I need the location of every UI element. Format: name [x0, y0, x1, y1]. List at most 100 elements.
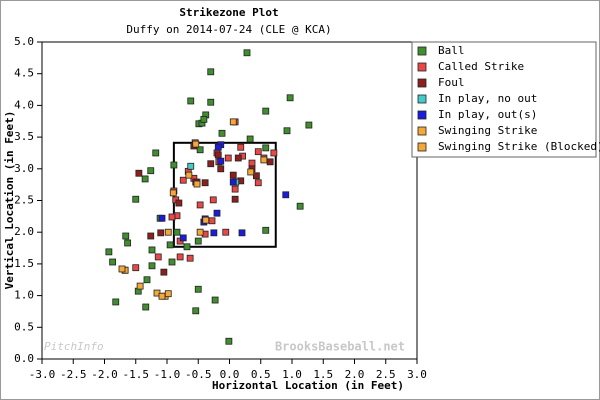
pitch-marker [266, 158, 274, 166]
y-tick-label: 2.5 [14, 194, 34, 207]
x-tick-label: -0.5 [185, 368, 212, 381]
x-tick-label: 2.5 [376, 368, 396, 381]
pitch-marker [179, 234, 187, 242]
legend-marker [417, 78, 427, 88]
pitch-marker [214, 143, 222, 151]
pitch-marker [179, 176, 187, 184]
pitch-marker [154, 253, 162, 261]
pitch-marker [237, 143, 245, 151]
y-tick-label: 0.5 [14, 320, 34, 333]
pitch-marker [168, 213, 176, 221]
pitch-marker [229, 171, 237, 179]
x-axis-label: Horizontal Location (in Feet) [212, 379, 404, 392]
pitch-marker [157, 229, 165, 237]
pitch-marker [225, 337, 233, 345]
pitch-marker [211, 296, 219, 304]
x-tick-label: 3.0 [407, 368, 427, 381]
pitch-marker [122, 232, 130, 240]
pitch-marker [170, 161, 178, 169]
pitch-marker [234, 154, 242, 162]
pitch-marker [173, 228, 181, 236]
legend-marker [417, 110, 427, 120]
legend-label: Swinging Strike [438, 124, 537, 137]
y-tick-label: 4.0 [14, 98, 34, 111]
legend-label: Ball [438, 44, 465, 57]
pitch-marker [196, 146, 204, 154]
pitch-marker [183, 243, 191, 251]
pitch-marker [147, 167, 155, 175]
pitch-marker [105, 248, 113, 256]
watermark: PitchInfo [44, 340, 104, 353]
pitch-marker [202, 216, 210, 224]
legend-label: Called Strike [438, 60, 524, 73]
pitch-marker [169, 189, 177, 197]
pitch-marker [192, 140, 200, 148]
pitch-marker [166, 241, 174, 249]
y-tick-label: 1.5 [14, 257, 34, 270]
pitch-marker [185, 171, 193, 179]
pitch-marker [282, 191, 290, 199]
pitch-marker [231, 195, 239, 203]
chart-title: Strikezone Plot [179, 6, 278, 19]
pitch-marker [142, 303, 150, 311]
pitch-marker [187, 162, 195, 170]
pitch-marker [207, 98, 215, 106]
pitch-marker [148, 262, 156, 270]
pitch-marker [260, 156, 268, 164]
pitch-marker [243, 49, 251, 57]
pitch-marker [254, 148, 262, 156]
pitch-marker [209, 196, 217, 204]
pitch-marker [229, 178, 237, 186]
pitch-marker [141, 175, 149, 183]
pitch-marker [207, 68, 215, 76]
x-tick-label: 1.0 [282, 368, 302, 381]
pitch-marker [158, 214, 166, 222]
y-tick-label: 4.5 [14, 67, 34, 80]
legend-box [411, 41, 597, 158]
y-tick-label: 3.0 [14, 162, 34, 175]
pitch-marker [246, 135, 254, 143]
y-tick-label: 2.0 [14, 225, 34, 238]
chart-subtitle: Duffy on 2014-07-24 (CLE @ KCA) [126, 23, 331, 36]
pitch-marker [158, 292, 166, 300]
pitch-marker [254, 179, 262, 187]
legend-marker [417, 62, 427, 72]
legend-marker [417, 94, 427, 104]
pitch-marker [247, 168, 255, 176]
pitch-marker [208, 217, 216, 225]
pitch-marker [222, 228, 230, 236]
pitch-marker [109, 258, 117, 266]
legend-label: Foul [438, 76, 465, 89]
pitch-marker [135, 169, 143, 177]
pitch-marker [270, 149, 278, 157]
pitch-marker [286, 94, 294, 102]
pitch-marker [217, 157, 225, 165]
pitch-marker [213, 209, 221, 217]
pitch-marker [124, 239, 132, 247]
pitch-marker [194, 237, 202, 245]
pitch-marker [231, 185, 239, 193]
x-tick-label: 1.5 [313, 368, 333, 381]
pitch-marker [148, 246, 156, 254]
y-tick-label: 1.0 [14, 289, 34, 302]
pitch-marker [132, 195, 140, 203]
pitch-marker [118, 265, 126, 273]
legend-marker [417, 142, 427, 152]
pitch-marker [186, 254, 194, 262]
legend-label: In play, out(s) [438, 108, 537, 121]
pitch-marker [136, 282, 144, 290]
x-tick-label: 0.5 [251, 368, 271, 381]
legend-marker [417, 126, 427, 136]
pitch-marker [252, 172, 260, 180]
y-tick-label: 5.0 [14, 35, 34, 48]
pitch-marker [147, 232, 155, 240]
x-tick-label: 0.0 [220, 368, 240, 381]
x-tick-label: -2.0 [91, 368, 118, 381]
pitch-marker [305, 121, 313, 129]
x-tick-label: -1.5 [123, 368, 150, 381]
pitch-marker [224, 154, 232, 162]
pitch-marker [262, 144, 270, 152]
legend-marker [417, 46, 427, 56]
